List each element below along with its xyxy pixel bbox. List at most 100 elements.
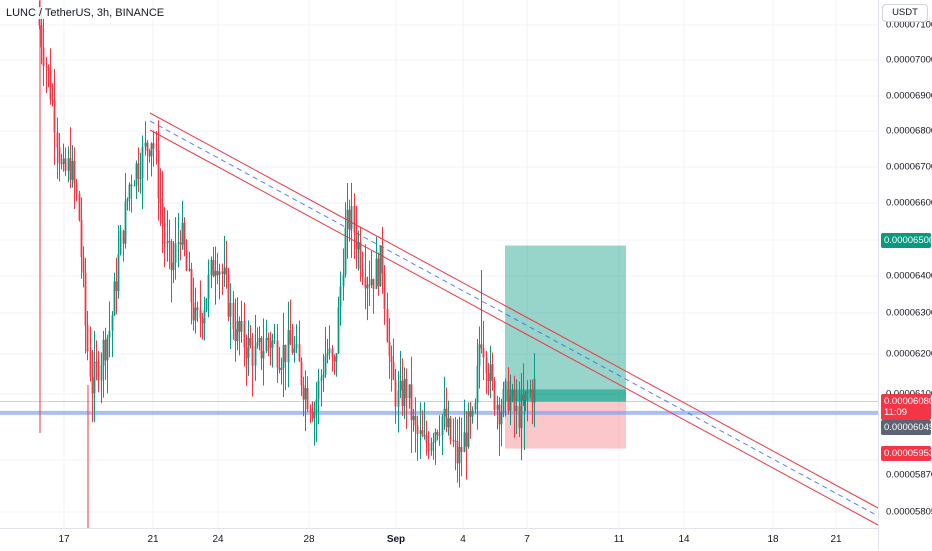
candle-body-down [289, 330, 292, 345]
candle-body-up [320, 377, 323, 381]
candle-body-up [247, 337, 250, 359]
candle-body-down [355, 232, 358, 250]
candle-body-up [174, 243, 177, 263]
candle-body-up [335, 353, 338, 362]
price-tick-label: 0.00007000 [886, 54, 932, 66]
candle-body-down [170, 241, 173, 271]
candle-body-down [130, 184, 133, 187]
candle-body-up [106, 337, 109, 361]
candle-body-down [163, 223, 166, 244]
candle-body-down [78, 193, 81, 221]
candle-body-down [518, 405, 521, 428]
candle-body-down [49, 70, 52, 100]
candle-body-down [507, 381, 510, 411]
price-scale[interactable]: 0.00007100 0.00007000 0.00006900 0.00006800… [878, 0, 932, 550]
candle-body-up [326, 352, 329, 356]
candle-body-up [430, 443, 433, 451]
candle-body-up [397, 390, 400, 407]
candle-body-down [225, 267, 228, 276]
candle-body-down [526, 391, 529, 393]
channel-mid-line [149, 120, 878, 517]
candle-body-up [478, 344, 481, 366]
candle-body-up [240, 321, 243, 332]
candle-body-down [260, 337, 263, 359]
candle-body-down [485, 357, 488, 374]
price-tick-label: 0.00005870 [886, 469, 932, 481]
candle-body-up [315, 399, 318, 413]
candle-body-up [438, 434, 441, 436]
candle-body-up [218, 271, 221, 275]
candle-body-up [520, 394, 523, 428]
candle-body-down [364, 277, 367, 289]
candle-body-up [102, 339, 105, 366]
candle-body-up [150, 143, 153, 157]
candle-body-down [381, 245, 384, 274]
candle-body-up [144, 142, 147, 147]
candle-body-down [454, 440, 457, 442]
candle-body-down [212, 259, 215, 277]
candle-body-up [188, 268, 191, 271]
candle-body-up [100, 365, 103, 381]
candle-body-up [496, 404, 499, 410]
candle-body-up [434, 431, 437, 442]
candle-body-down [372, 279, 375, 289]
time-tick-label: 7 [524, 534, 530, 545]
candle-body-up [509, 396, 512, 411]
candle-body-down [152, 143, 155, 149]
candle-body-down [155, 148, 158, 151]
candle-body-up [344, 227, 347, 275]
candle-body-up [322, 374, 325, 378]
candle-body-up [119, 230, 122, 255]
candle-body-down [276, 340, 279, 368]
candle-body-down [278, 367, 281, 371]
price-tick-label: 0.00006300 [886, 307, 932, 319]
candle-body-up [524, 391, 527, 400]
candle-body-down [388, 341, 391, 356]
candle-body-down [58, 147, 61, 164]
candle-body-up [293, 348, 296, 353]
candle-body-down [221, 271, 224, 275]
candle-body-down [311, 412, 314, 419]
time-tick-label: 17 [58, 534, 70, 545]
time-tick-label: 4 [460, 534, 466, 545]
candle-body-down [185, 249, 188, 271]
candle-body-up [256, 342, 259, 346]
candle-body-up [172, 262, 175, 271]
price-tick-label: 0.00006700 [886, 161, 932, 173]
candle-body-down [232, 302, 235, 330]
candle-body-down [69, 158, 72, 180]
candle-body-up [166, 240, 169, 244]
time-tick-label: 18 [767, 534, 779, 545]
candle-body-down [267, 337, 270, 341]
long-position-profit-zone [505, 245, 626, 402]
candle-body-down [137, 163, 140, 179]
candle-body-up [423, 435, 426, 437]
candle-body-down [179, 242, 182, 245]
currency-button[interactable]: USDT [882, 4, 928, 22]
candle-body-down [97, 361, 100, 381]
candle-body-up [262, 351, 265, 359]
price-label-tag: 0.00006049 [881, 420, 932, 435]
candle-body-up [476, 365, 479, 403]
candle-body-down [159, 198, 162, 204]
candle-body-down [234, 329, 237, 342]
candle-body-up [471, 409, 474, 417]
time-scale[interactable]: 17 21 24 28 Sep 4 7 11 14 18 21 [0, 528, 878, 551]
candle-body-down [84, 272, 87, 326]
candle-body-down [56, 132, 59, 148]
chart-area[interactable] [0, 0, 878, 528]
candle-body-down [469, 411, 472, 417]
candle-body-down [302, 385, 305, 400]
candle-body-up [533, 378, 536, 403]
price-tick-label: 0.00007100 [886, 19, 932, 31]
candle-body-down [309, 409, 312, 413]
candle-body-up [317, 380, 320, 400]
candle-body-up [93, 361, 96, 394]
candle-body-up [124, 201, 127, 244]
price-chart[interactable] [0, 0, 878, 528]
candle-body-up [265, 337, 268, 352]
candle-body-down [390, 355, 393, 363]
candle-body-down [269, 340, 272, 348]
candle-body-up [133, 185, 136, 187]
price-label-tag: 0.00006080 11:09 [881, 394, 932, 420]
